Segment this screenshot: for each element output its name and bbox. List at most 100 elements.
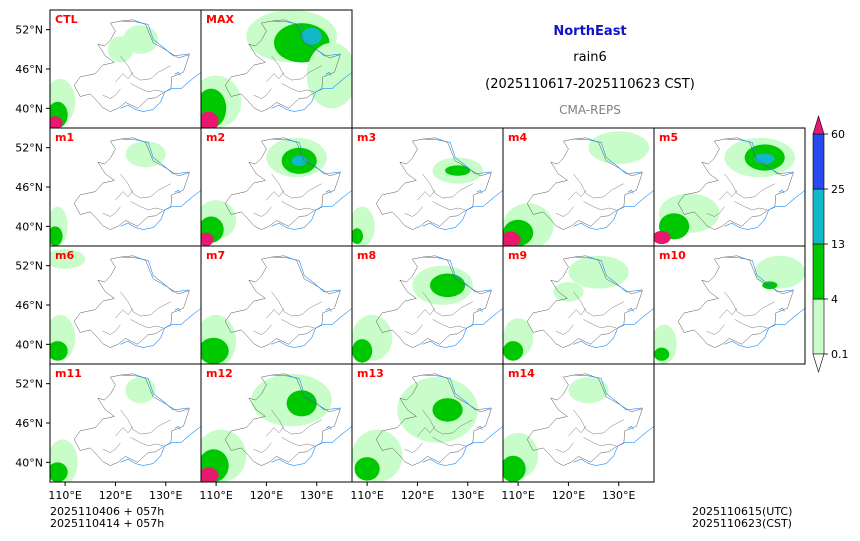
lat-tick-label: 40°N bbox=[15, 102, 43, 115]
province-border bbox=[404, 442, 423, 453]
lat-tick-label: 40°N bbox=[15, 456, 43, 469]
lake-line bbox=[174, 71, 181, 76]
province-border bbox=[271, 291, 322, 317]
province-border bbox=[224, 137, 341, 230]
coastline bbox=[422, 190, 503, 230]
colorbar-segment bbox=[812, 243, 825, 300]
coastline bbox=[120, 72, 201, 112]
province-border bbox=[120, 409, 171, 435]
precip-area bbox=[50, 462, 68, 482]
province-border bbox=[734, 201, 768, 211]
precip-area bbox=[352, 339, 373, 363]
province-border bbox=[73, 255, 190, 348]
lon-tick-label: 110°E bbox=[350, 489, 383, 502]
lat-tick-label: 52°N bbox=[15, 24, 43, 37]
province-border bbox=[432, 201, 466, 211]
province-border bbox=[573, 291, 624, 317]
river-line bbox=[120, 374, 190, 411]
colorbar-label: 60 bbox=[831, 128, 845, 141]
province-border bbox=[266, 426, 285, 437]
province-border bbox=[555, 206, 574, 217]
panel-label: m10 bbox=[659, 249, 686, 262]
lat-tick-label: 46°N bbox=[15, 299, 43, 312]
river-line bbox=[271, 138, 341, 175]
lake-line bbox=[627, 425, 634, 430]
precip-area bbox=[50, 116, 63, 128]
province-border bbox=[115, 72, 134, 83]
precip-area bbox=[430, 273, 466, 298]
map-panel-m10: m10 bbox=[653, 245, 806, 365]
panel-label: m11 bbox=[55, 367, 82, 380]
panel-label: m7 bbox=[206, 249, 225, 262]
lon-tick-label: 110°E bbox=[199, 489, 232, 502]
province-border bbox=[120, 55, 171, 81]
lat-tick-label: 52°N bbox=[15, 260, 43, 273]
province-border bbox=[281, 83, 315, 93]
coastline bbox=[271, 190, 352, 230]
precip-area bbox=[568, 377, 609, 404]
panel-label: m2 bbox=[206, 131, 225, 144]
coastline bbox=[724, 308, 805, 348]
map-panel-m5: m5 bbox=[653, 127, 806, 247]
province-border bbox=[253, 442, 272, 453]
panel-label: m9 bbox=[508, 249, 527, 262]
province-border bbox=[422, 173, 473, 199]
colorbar-segment bbox=[812, 298, 825, 355]
precip-area bbox=[568, 255, 629, 289]
province-border bbox=[526, 373, 643, 466]
coastline bbox=[422, 308, 503, 348]
region-title: NorthEast bbox=[553, 24, 627, 39]
panel-label: m5 bbox=[659, 131, 678, 144]
province-border bbox=[724, 173, 775, 199]
colorbar-extend-max bbox=[812, 114, 825, 135]
province-border bbox=[120, 291, 171, 317]
panel-frame bbox=[502, 363, 655, 483]
panel-label: m13 bbox=[357, 367, 384, 380]
province-border bbox=[568, 426, 587, 437]
province-border bbox=[404, 206, 423, 217]
province-border bbox=[583, 437, 617, 447]
province-border bbox=[253, 324, 272, 335]
province-border bbox=[526, 137, 643, 230]
lake-line bbox=[325, 307, 332, 312]
longitude-axis: 110°E 120°E 130°E 110°E 120°E 130°E 110°E 120°E… bbox=[48, 482, 636, 502]
province-border bbox=[253, 206, 272, 217]
coastline bbox=[120, 426, 201, 466]
map-panel-m6: m6 bbox=[49, 245, 202, 365]
river-line bbox=[724, 138, 794, 175]
province-border bbox=[102, 324, 121, 335]
panel-label: MAX bbox=[206, 13, 234, 26]
province-border bbox=[422, 409, 473, 435]
lake-line bbox=[476, 189, 483, 194]
lon-tick-label: 130°E bbox=[149, 489, 182, 502]
province-border bbox=[573, 409, 624, 435]
river-line bbox=[271, 374, 341, 411]
province-border bbox=[115, 308, 134, 319]
province-border bbox=[375, 255, 492, 348]
lake-line bbox=[174, 307, 181, 312]
lat-tick-label: 40°N bbox=[15, 338, 43, 351]
coastline bbox=[271, 426, 352, 466]
province-border bbox=[266, 308, 285, 319]
province-border bbox=[115, 190, 134, 201]
river-line bbox=[422, 256, 492, 293]
precip-area bbox=[50, 341, 68, 361]
panel-label: CTL bbox=[55, 13, 78, 26]
province-border bbox=[555, 442, 574, 453]
latitude-axis: 52°N 46°N 40°N 52°N 46°N 40°N 52°N 46°N 40°N 52°N… bbox=[15, 24, 50, 469]
province-border bbox=[253, 88, 272, 99]
colorbar-label: 4 bbox=[831, 293, 838, 306]
lon-tick-label: 120°E bbox=[401, 489, 434, 502]
province-border bbox=[583, 319, 617, 329]
lat-tick-label: 52°N bbox=[15, 142, 43, 155]
coastline bbox=[271, 308, 352, 348]
lon-tick-label: 120°E bbox=[250, 489, 283, 502]
period-title: (2025110617-2025110623 CST) bbox=[485, 77, 695, 92]
province-border bbox=[73, 19, 190, 112]
province-border bbox=[568, 308, 587, 319]
precip-area bbox=[125, 141, 166, 168]
river-line bbox=[573, 374, 643, 411]
map-panel-m4: m4 bbox=[502, 127, 655, 247]
province-border bbox=[271, 55, 322, 81]
